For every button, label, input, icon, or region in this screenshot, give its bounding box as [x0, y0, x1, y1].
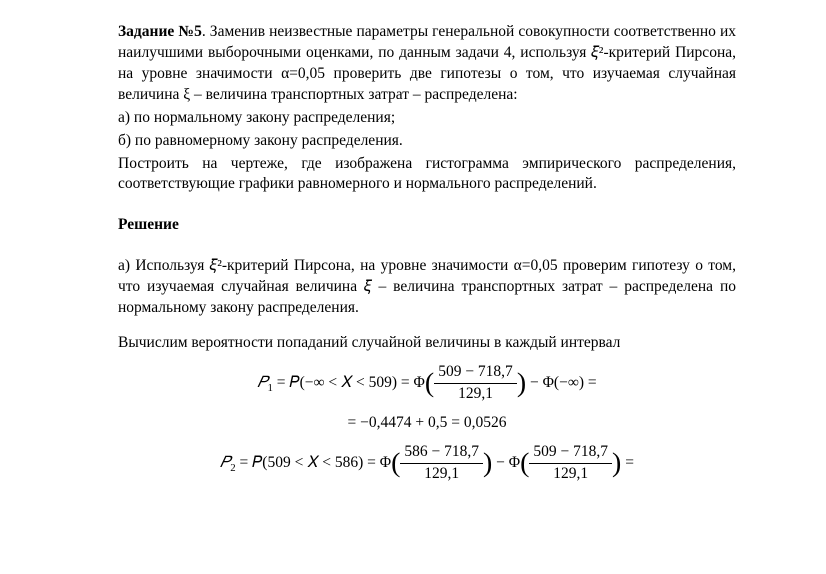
p2-frac2: 509 − 718,7129,1 — [529, 442, 612, 485]
calc-intro: Вычислим вероятности попаданий случайной… — [118, 333, 736, 354]
p1-frac1: 509 − 718,7129,1 — [434, 362, 517, 405]
p1-label: 𝑃 — [257, 374, 267, 391]
p1-frac1-den: 129,1 — [434, 384, 517, 405]
spacer — [118, 321, 736, 333]
task-title: Задание №5 — [118, 23, 202, 40]
p2-label: 𝑃 — [220, 454, 230, 471]
spacer — [118, 197, 736, 215]
p1-result: = −0,4474 + 0,5 = 0,0526 — [348, 414, 507, 431]
formula-p2: 𝑃2 = 𝑃(509 < 𝑋 < 586) = Φ(586 − 718,7129… — [118, 442, 736, 485]
task-item-a: а) по нормальному закону распределения; — [118, 108, 736, 129]
formula-p1: 𝑃1 = 𝑃(−∞ < 𝑋 < 509) = Φ(509 − 718,7129,… — [118, 362, 736, 405]
task-item-b: б) по равномерному закону распределения. — [118, 131, 736, 152]
p2-frac2-den: 129,1 — [529, 464, 612, 485]
solution-heading: Решение — [118, 215, 736, 236]
p1-mid: − Φ(−∞) = — [526, 374, 597, 391]
p2-frac1-num: 586 − 718,7 — [400, 442, 483, 464]
formula-p1-result: = −0,4474 + 0,5 = 0,0526 — [118, 413, 736, 434]
solution-part-a: а) Используя 𝜉²-критерий Пирсона, на уро… — [118, 256, 736, 319]
p2-lhs: = 𝑃(509 < 𝑋 < 586) = Φ — [236, 454, 391, 471]
document-page: Задание №5. Заменив неизвестные параметр… — [0, 0, 826, 574]
p1-frac1-num: 509 − 718,7 — [434, 362, 517, 384]
p2-frac1-den: 129,1 — [400, 464, 483, 485]
p2-tail: = — [621, 454, 634, 471]
task-paragraph: Задание №5. Заменив неизвестные параметр… — [118, 22, 736, 106]
task-closing: Построить на чертеже, где изображена гис… — [118, 154, 736, 196]
p1-lhs: = 𝑃(−∞ < 𝑋 < 509) = Φ — [273, 374, 425, 391]
p2-mid: − Φ — [492, 454, 520, 471]
task-text: . Заменив неизвестные параметры генераль… — [118, 23, 736, 103]
p2-frac1: 586 − 718,7129,1 — [400, 442, 483, 485]
spacer — [118, 238, 736, 256]
p2-frac2-num: 509 − 718,7 — [529, 442, 612, 464]
